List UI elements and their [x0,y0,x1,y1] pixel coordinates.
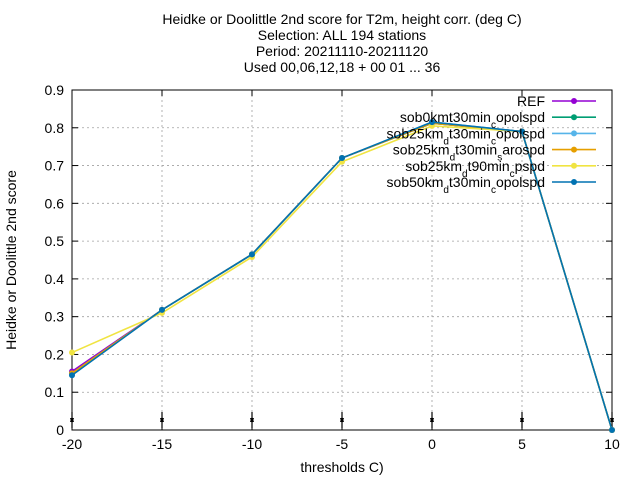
y-tick-label: 0.5 [45,233,65,249]
legend-label-part: sob0km [400,109,449,125]
legend-label: sob0kmt30mincopolspd [400,109,545,131]
x-tick-label: -10 [242,436,262,452]
y-axis-ticks: 0 0.1 0.2 0.3 0.4 0.5 0.6 0.7 0.8 0.9 [45,82,612,438]
y-tick-label: 0.1 [45,384,65,400]
x-tick-label: -15 [152,436,172,452]
legend-label-part: c [510,168,515,179]
legend-label-part: d [450,152,456,163]
legend-label-part: t30min [449,125,491,141]
legend-label-part: sob50km [387,174,444,190]
legend-label: sob25kmdt30mincopolspd [387,125,545,147]
x-axis-label: thresholds C) [300,459,383,475]
legend-label: REF [517,93,545,109]
legend-label: sob25kmdt90mincpspd [405,158,545,180]
legend-label-part: t30min [455,142,497,158]
legend-label-part: arospd [502,142,545,158]
legend-swatch-point [571,114,577,121]
legend-swatch-point [571,130,577,137]
legend-label-part: REF [517,93,545,109]
x-axis-ticks: -20 -15 -10 -5 0 5 10 [62,90,620,452]
title-line: Period: 20211110-20211120 [256,43,429,59]
x-tick-label: -20 [62,436,82,452]
legend: REFsob0kmt30mincopolspdsob25kmdt30mincop… [387,93,596,196]
y-tick-label: 0.3 [45,309,65,325]
y-tick-label: 0.8 [45,120,65,136]
legend-label-part: c [491,185,496,196]
x-tick-label: -5 [336,436,349,452]
title-line: Heidke or Doolittle 2nd score for T2m, h… [162,11,521,27]
threshold-arrow-head [250,416,254,422]
chart-title: Heidke or Doolittle 2nd score for T2m, h… [162,11,521,75]
legend-label-part: d [443,136,449,147]
legend-label-part: t30min [449,174,491,190]
threshold-arrow-head [160,416,164,422]
y-tick-label: 0.9 [45,82,65,98]
threshold-arrow-head [430,416,434,422]
title-line: Used 00,06,12,18 + 00 01 ... 36 [244,59,441,75]
series-point-5 [609,427,615,433]
y-tick-label: 0.4 [45,271,65,287]
series-point-5 [159,306,165,313]
x-tick-label: 0 [428,436,436,452]
y-tick-label: 0.6 [45,195,65,211]
legend-label-part: d [462,168,468,179]
y-tick-label: 0.7 [45,158,65,174]
legend-label-part: d [443,185,449,196]
legend-label-part: sob25km [405,158,462,174]
series-point-5 [519,128,525,135]
legend-swatch-point [571,98,577,104]
legend-label-part: c [491,136,496,147]
title-line: Selection: ALL 194 stations [258,27,426,43]
series-point-5 [249,251,255,258]
series-point-4 [69,349,75,356]
legend-label-part: c [491,120,496,131]
x-tick-label: 10 [604,436,620,452]
y-tick-label: 0.2 [45,346,65,362]
legend-swatch-point [571,162,577,169]
legend-label-part: opolspd [496,174,545,190]
legend-swatch-point [571,146,577,153]
y-tick-label: 0 [56,422,64,438]
threshold-arrow-head [520,416,524,422]
series-point-5 [429,119,435,126]
legend-label-part: sob25km [393,142,450,158]
series-lines [69,119,615,433]
legend-label: sob25kmdt30minsarospd [393,142,545,164]
y-axis-label: Heidke or Doolittle 2nd score [3,170,19,350]
legend-label-part: t30min [449,109,491,125]
legend-label-part: opolspd [496,109,545,125]
threshold-arrow-head [340,416,344,422]
series-point-5 [339,155,345,161]
legend-swatch-point [571,179,577,185]
grid-lines [72,90,612,430]
legend-label-part: sob25km [387,125,444,141]
legend-label-part: s [497,152,502,163]
legend-label-part: pspd [515,158,545,174]
legend-label-part: t90min [468,158,510,174]
series-point-5 [69,372,75,379]
x-tick-label: 5 [518,436,526,452]
legend-label: sob50kmdt30mincopolspd [387,174,545,196]
legend-label-part: opolspd [496,125,545,141]
